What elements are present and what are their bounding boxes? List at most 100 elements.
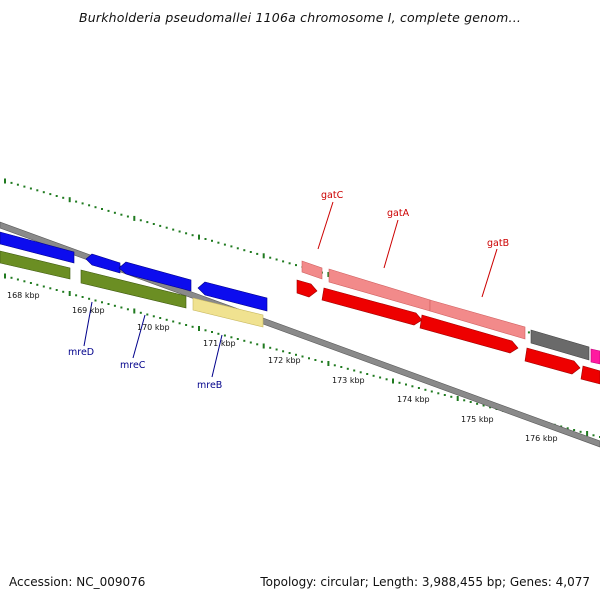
- upper-minor-tick: [42, 191, 45, 194]
- forward-strand: [301, 260, 600, 365]
- feature-red-long-2[interactable]: [419, 314, 519, 354]
- feature-magenta[interactable]: [590, 348, 600, 365]
- upper-minor-tick: [217, 241, 220, 244]
- callout-lines: [83, 201, 498, 378]
- upper-minor-tick: [269, 256, 272, 259]
- gene-label-gatC[interactable]: gatC: [321, 190, 344, 201]
- lower-minor-tick: [308, 357, 310, 360]
- lower-minor-tick: [62, 290, 65, 293]
- lower-minor-tick: [230, 336, 233, 339]
- upper-major-tick: [327, 272, 330, 277]
- scale-label: 173 kbp: [332, 376, 365, 385]
- feature-salmon-1[interactable]: [301, 260, 323, 280]
- lower-minor-tick: [191, 325, 194, 328]
- upper-minor-tick: [165, 226, 168, 229]
- gene-label-mreD[interactable]: mreD: [68, 347, 94, 358]
- lower-minor-tick: [275, 348, 278, 351]
- gene-label-mreC[interactable]: mreC: [120, 360, 146, 371]
- lower-minor-tick: [385, 378, 388, 381]
- feature-gray[interactable]: [530, 329, 590, 361]
- feature-red-arrow-2[interactable]: [524, 347, 581, 375]
- lower-minor-tick: [288, 352, 291, 354]
- lower-minor-tick: [359, 371, 362, 374]
- lower-minor-tick: [573, 429, 576, 431]
- lower-minor-tick: [36, 283, 39, 286]
- upper-minor-tick: [288, 262, 291, 265]
- feature-olive-left[interactable]: [0, 250, 71, 280]
- lower-minor-tick: [159, 317, 162, 319]
- upper-major-tick: [4, 178, 6, 184]
- lower-minor-tick: [101, 301, 103, 304]
- lower-minor-tick: [75, 294, 78, 297]
- feature-gatB[interactable]: [429, 299, 526, 340]
- upper-minor-tick: [230, 245, 233, 248]
- lower-minor-tick: [29, 282, 32, 284]
- feature-blue-mreB[interactable]: [197, 281, 268, 312]
- lower-minor-tick: [107, 303, 110, 305]
- lower-minor-tick: [379, 376, 382, 379]
- lower-minor-tick: [346, 367, 349, 370]
- lower-minor-tick: [165, 318, 168, 321]
- scale-label: 174 kbp: [397, 395, 430, 404]
- scale-label: 171 kbp: [203, 339, 236, 348]
- upper-minor-tick: [249, 251, 252, 253]
- upper-minor-tick: [29, 187, 32, 190]
- lower-minor-tick: [411, 385, 414, 388]
- gene-label-gatB[interactable]: gatB: [487, 238, 509, 249]
- feature-blue-left[interactable]: [0, 231, 75, 264]
- left-features: [0, 231, 268, 328]
- lower-minor-tick: [437, 392, 440, 395]
- upper-minor-tick: [101, 208, 103, 210]
- lower-minor-tick: [10, 276, 13, 279]
- upper-minor-tick: [75, 200, 78, 203]
- lower-minor-tick: [301, 355, 304, 358]
- lower-minor-tick: [146, 313, 149, 316]
- upper-major-tick: [262, 253, 265, 259]
- feature-red-arrow-1[interactable]: [296, 279, 318, 298]
- upper-minor-tick: [527, 331, 530, 334]
- lower-minor-tick: [476, 402, 479, 405]
- lower-minor-tick: [126, 308, 129, 311]
- lower-major-tick: [133, 308, 136, 314]
- lower-minor-tick: [269, 346, 272, 349]
- upper-minor-tick: [139, 219, 142, 222]
- gene-label-gatA[interactable]: gatA: [387, 208, 410, 219]
- feature-olive-mreC[interactable]: [80, 269, 187, 309]
- lower-major-tick: [586, 431, 589, 436]
- upper-minor-tick: [191, 234, 194, 237]
- upper-minor-tick: [211, 239, 213, 242]
- lower-minor-tick: [398, 381, 401, 384]
- lower-minor-tick: [204, 329, 207, 332]
- upper-minor-tick: [256, 252, 259, 255]
- lower-minor-tick: [256, 343, 259, 346]
- scale-label: 175 kbp: [461, 415, 494, 424]
- lower-minor-tick: [320, 360, 323, 363]
- lower-minor-tick: [139, 311, 142, 314]
- lower-major-tick: [4, 273, 6, 279]
- feature-red-edge[interactable]: [580, 365, 600, 385]
- upper-minor-tick: [49, 193, 52, 196]
- upper-minor-tick: [55, 195, 58, 197]
- upper-minor-tick: [282, 260, 285, 263]
- accession: Accession: NC_009076: [9, 575, 146, 589]
- lower-minor-tick: [178, 322, 181, 325]
- lower-minor-tick: [81, 296, 84, 298]
- lower-minor-tick: [42, 285, 45, 288]
- lower-major-tick: [198, 326, 200, 331]
- lower-minor-tick: [430, 390, 433, 393]
- lower-minor-tick: [152, 315, 155, 318]
- feature-blue-mreC[interactable]: [118, 261, 192, 292]
- upper-minor-tick: [16, 183, 19, 186]
- gene-label-mreB[interactable]: mreB: [197, 380, 222, 391]
- lower-minor-tick: [217, 332, 220, 335]
- feature-khaki-mreB[interactable]: [192, 297, 264, 328]
- lower-minor-tick: [94, 299, 97, 302]
- upper-minor-tick: [295, 264, 297, 267]
- map-title: Burkholderia pseudomallei 1106a chromoso…: [78, 10, 522, 25]
- upper-minor-tick: [185, 232, 188, 235]
- feature-red-long-1[interactable]: [321, 287, 423, 326]
- feature-blue-mreD[interactable]: [85, 253, 121, 274]
- upper-minor-tick: [113, 211, 116, 214]
- lower-minor-tick: [211, 331, 213, 333]
